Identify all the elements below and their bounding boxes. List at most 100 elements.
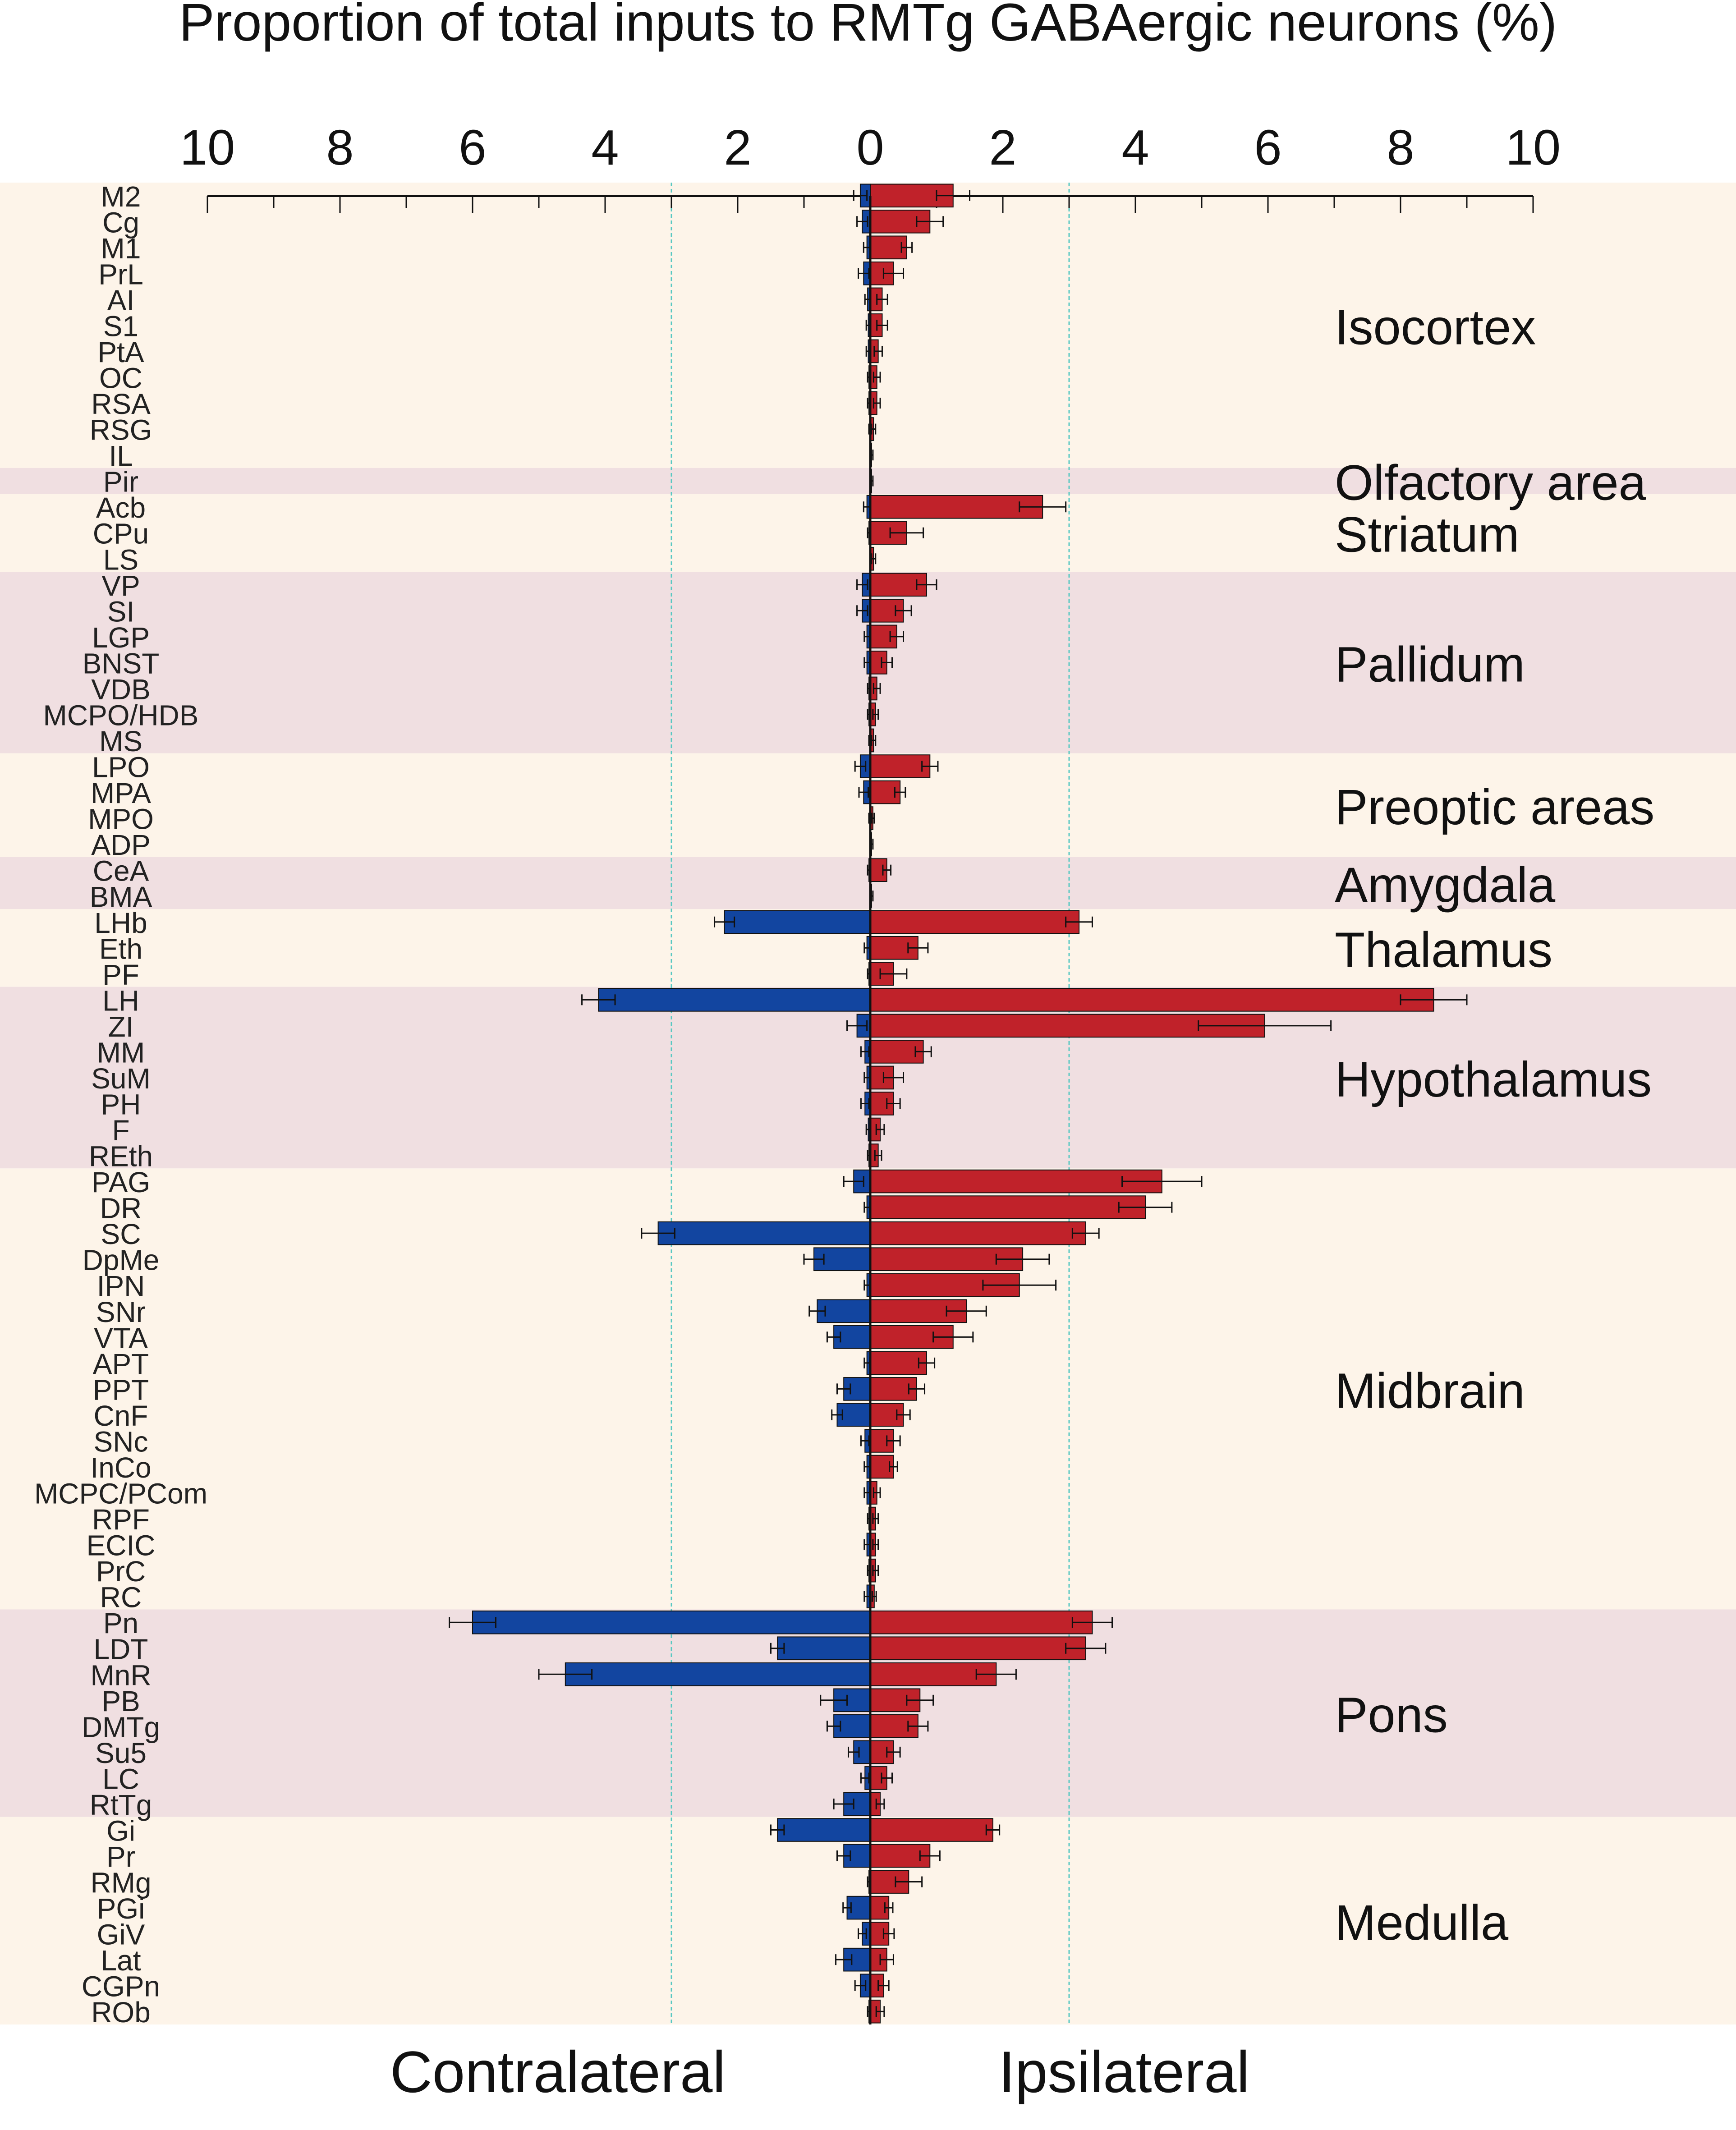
row-label: MS — [99, 725, 142, 757]
bar-ipsilateral — [870, 1169, 1162, 1194]
row-label: SuM — [91, 1062, 151, 1095]
bar-contralateral — [565, 1662, 871, 1686]
bar-contralateral — [817, 1299, 871, 1323]
row-labels: M2CgM1PrLAIS1PtAOCRSARSGILPirAcbCPuLSVPS… — [34, 180, 207, 2029]
x-tick-label: 10 — [180, 120, 235, 175]
row-label: RC — [100, 1581, 142, 1614]
region-label: Striatum — [1335, 507, 1520, 563]
x-tick-label: 10 — [1506, 120, 1561, 175]
row-label: RSG — [90, 414, 152, 446]
row-label: ECIC — [87, 1529, 156, 1562]
row-label: Eth — [99, 932, 142, 965]
row-label: BNST — [83, 647, 160, 679]
row-label: LGP — [92, 621, 150, 654]
row-label: RMg — [90, 1867, 151, 1899]
region-label: Olfactory area — [1335, 455, 1647, 511]
row-label: SC — [101, 1218, 141, 1250]
region-label: Isocortex — [1335, 299, 1536, 355]
row-label: M2 — [101, 180, 141, 213]
row-label: RPF — [92, 1503, 150, 1536]
row-label: MCPO/HDB — [43, 699, 199, 731]
bar-ipsilateral — [870, 495, 1043, 519]
row-label: M1 — [101, 232, 141, 265]
row-label: REth — [89, 1140, 153, 1173]
row-label: PrC — [96, 1555, 146, 1588]
x-tick-label: 4 — [1121, 120, 1149, 175]
row-label: PGi — [97, 1892, 145, 1925]
bar-ipsilateral — [870, 1195, 1146, 1219]
row-label: ADP — [91, 829, 151, 861]
region-label: Pallidum — [1335, 637, 1525, 692]
row-label: S1 — [103, 310, 138, 342]
bars — [449, 184, 1468, 2024]
row-label: GiV — [97, 1919, 145, 1951]
row-label: Pr — [106, 1841, 135, 1873]
bar-ipsilateral — [870, 262, 894, 285]
row-label: Acb — [96, 491, 146, 524]
row-label: PrL — [98, 258, 143, 290]
bar-ipsilateral — [870, 754, 931, 778]
row-label: LPO — [92, 751, 150, 784]
bar-ipsilateral — [870, 910, 1080, 934]
row-label: DMTg — [82, 1711, 160, 1743]
row-label: IPN — [97, 1270, 145, 1302]
row-label: LC — [102, 1763, 139, 1795]
bar-ipsilateral — [870, 1610, 1093, 1634]
bar-ipsilateral — [870, 988, 1434, 1012]
bar-contralateral — [657, 1221, 871, 1245]
region-label: Amygdala — [1335, 857, 1556, 913]
row-label: LS — [103, 543, 138, 576]
row-label: MCPC/PCom — [34, 1478, 207, 1510]
x-tick-label: 6 — [459, 120, 486, 175]
chart-title: Proportion of total inputs to RMTg GABAe… — [179, 0, 1557, 52]
row-label: PH — [101, 1088, 141, 1121]
row-label: Cg — [102, 206, 139, 239]
row-label: DpMe — [83, 1244, 160, 1276]
bar-contralateral — [777, 1636, 871, 1661]
row-label: PtA — [97, 336, 144, 368]
region-band — [0, 468, 1736, 494]
x-tick-label: 0 — [856, 120, 884, 175]
row-label: PF — [102, 959, 139, 991]
x-axis: 10 8 6 4 2 0 2 4 6 8 10 — [180, 120, 1561, 213]
row-label: MM — [97, 1036, 145, 1069]
bar-contralateral — [472, 1610, 871, 1634]
row-label: RtTg — [90, 1789, 152, 1821]
ipsilateral-label: Ipsilateral — [999, 2039, 1250, 2105]
row-label: ROb — [91, 1996, 151, 2029]
row-label: IL — [109, 440, 133, 472]
row-label: LDT — [94, 1633, 148, 1666]
row-label: VDB — [91, 673, 151, 706]
bar-ipsilateral — [870, 1221, 1086, 1245]
x-tick-label: 6 — [1254, 120, 1281, 175]
row-label: BMA — [90, 881, 152, 913]
region-label: Medulla — [1335, 1895, 1509, 1951]
row-label: SNc — [94, 1425, 148, 1458]
bar-contralateral — [724, 910, 871, 934]
region-label: Preoptic areas — [1335, 780, 1654, 835]
row-label: Gi — [106, 1814, 135, 1847]
row-label: SNr — [96, 1296, 146, 1328]
row-label: LH — [102, 984, 139, 1017]
row-label: ZI — [108, 1010, 134, 1043]
x-tick-label: 2 — [724, 120, 751, 175]
row-label: CGPn — [82, 1970, 160, 2003]
row-label: VTA — [94, 1322, 148, 1354]
row-label: Pn — [103, 1607, 138, 1639]
row-label: LHb — [94, 907, 147, 939]
x-tick-label: 2 — [989, 120, 1016, 175]
row-label: VP — [101, 569, 140, 602]
row-label: Su5 — [95, 1737, 147, 1769]
row-label: Pir — [103, 466, 138, 498]
row-label: AI — [107, 284, 134, 317]
bar-contralateral — [598, 988, 871, 1012]
row-label: InCo — [90, 1451, 151, 1484]
region-label: Pons — [1335, 1688, 1448, 1743]
x-tick-label: 4 — [591, 120, 619, 175]
bar-contralateral — [777, 1818, 871, 1842]
row-label: CnF — [94, 1400, 148, 1432]
row-label: MnR — [90, 1659, 151, 1691]
row-label: CeA — [93, 855, 149, 887]
reference-lines — [671, 183, 1070, 2024]
